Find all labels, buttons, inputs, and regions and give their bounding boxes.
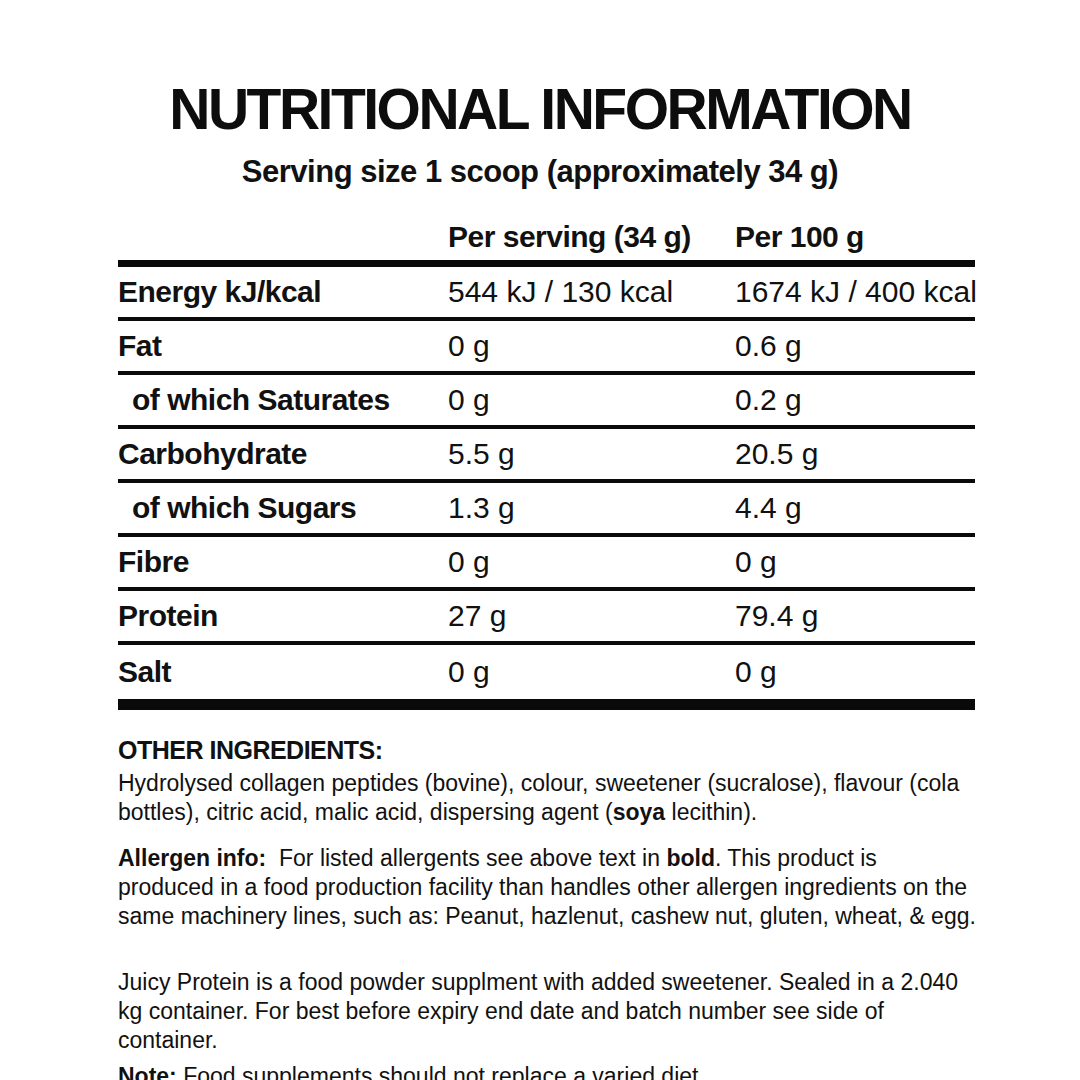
per-serving-value: 0 g: [448, 383, 735, 417]
column-header-per-100g: Per 100 g: [735, 220, 975, 254]
per-serving-value: 0 g: [448, 545, 735, 579]
row-label: Fibre: [118, 545, 448, 579]
per-serving-value: 544 kJ / 130 kcal: [448, 275, 735, 309]
column-header-per-serving: Per serving (34 g): [448, 220, 735, 254]
footnotes: OTHER INGREDIENTS: Hydrolysed collagen p…: [118, 735, 978, 1080]
per-serving-value: 1.3 g: [448, 491, 735, 525]
per-100g-value: 79.4 g: [735, 599, 975, 633]
table-row-protein: Protein 27 g 79.4 g: [118, 591, 975, 645]
row-label: of which Saturates: [118, 383, 448, 417]
table-row-energy: Energy kJ/kcal 544 kJ / 130 kcal 1674 kJ…: [118, 267, 975, 321]
table-row-saturates: of which Saturates 0 g 0.2 g: [118, 375, 975, 429]
per-100g-value: 1674 kJ / 400 kcal: [735, 275, 975, 309]
table-row-fat: Fat 0 g 0.6 g: [118, 321, 975, 375]
row-label: of which Sugars: [118, 491, 448, 525]
per-100g-value: 0 g: [735, 655, 975, 689]
per-100g-value: 20.5 g: [735, 437, 975, 471]
table-row-fibre: Fibre 0 g 0 g: [118, 537, 975, 591]
per-100g-value: 0.2 g: [735, 383, 975, 417]
other-ingredients-text: Hydrolysed collagen peptides (bovine), c…: [118, 769, 978, 827]
nutrition-label: NUTRITIONAL INFORMATION Serving size 1 s…: [0, 0, 1080, 1080]
other-ingredients-heading: OTHER INGREDIENTS:: [118, 735, 978, 767]
table-header-row: Per serving (34 g) Per 100 g: [118, 220, 975, 267]
per-100g-value: 0 g: [735, 545, 975, 579]
per-serving-value: 5.5 g: [448, 437, 735, 471]
product-description-text: Juicy Protein is a food powder supplment…: [118, 968, 978, 1056]
table-row-salt: Salt 0 g 0 g: [118, 645, 975, 699]
per-serving-value: 0 g: [448, 655, 735, 689]
note-text: Note: Food supplements should not replac…: [118, 1062, 978, 1080]
per-serving-value: 27 g: [448, 599, 735, 633]
per-serving-value: 0 g: [448, 329, 735, 363]
row-label: Carbohydrate: [118, 437, 448, 471]
row-label: Energy kJ/kcal: [118, 275, 448, 309]
serving-size-subtitle: Serving size 1 scoop (approximately 34 g…: [0, 154, 1080, 190]
allergen-info-text: Allergen info: For listed allergents see…: [118, 844, 978, 932]
row-label: Fat: [118, 329, 448, 363]
per-100g-value: 4.4 g: [735, 491, 975, 525]
row-label: Protein: [118, 599, 448, 633]
page-title: NUTRITIONAL INFORMATION: [0, 80, 1080, 140]
nutrition-table: Per serving (34 g) Per 100 g Energy kJ/k…: [118, 220, 975, 710]
row-label: Salt: [118, 655, 448, 689]
table-row-carbohydrate: Carbohydrate 5.5 g 20.5 g: [118, 429, 975, 483]
table-row-sugars: of which Sugars 1.3 g 4.4 g: [118, 483, 975, 537]
per-100g-value: 0.6 g: [735, 329, 975, 363]
